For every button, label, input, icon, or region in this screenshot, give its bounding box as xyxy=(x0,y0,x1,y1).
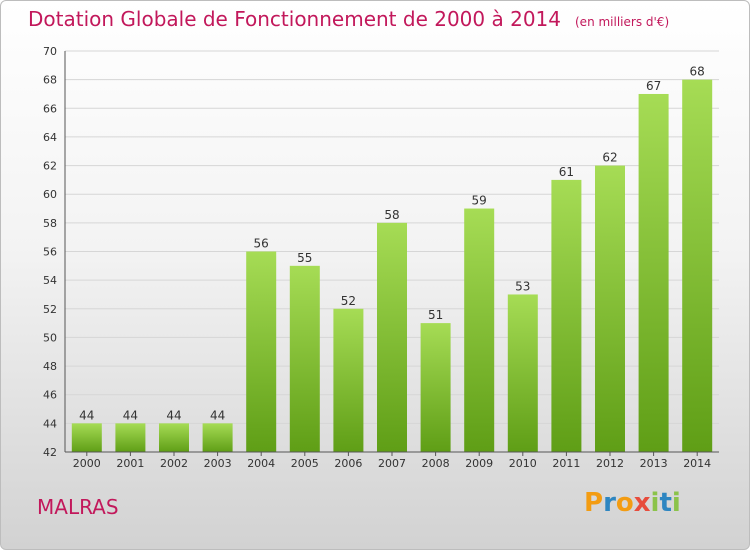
proxiti-logo: Proxiti xyxy=(584,488,681,518)
x-tick-label: 2002 xyxy=(160,457,188,470)
y-tick-label: 50 xyxy=(43,331,57,344)
bar xyxy=(682,79,713,453)
data-label: 67 xyxy=(646,79,661,93)
bar xyxy=(159,423,189,452)
logo-letter: i xyxy=(671,488,681,518)
x-tick-label: 2011 xyxy=(552,457,580,470)
y-tick-label: 44 xyxy=(43,417,57,430)
logo-letter: x xyxy=(633,488,651,518)
labels: 42 44 46 48 50 52 54 56 58 60 62 64 66 68 70 2000 44 2001… xyxy=(43,45,711,470)
data-label: 44 xyxy=(123,408,138,422)
data-label: 44 xyxy=(210,408,225,422)
bar xyxy=(71,423,102,452)
y-tick-label: 66 xyxy=(43,102,57,115)
data-label: 55 xyxy=(297,251,312,265)
bar xyxy=(333,308,364,452)
data-label: 68 xyxy=(690,65,705,79)
data-label: 51 xyxy=(428,308,443,322)
x-tick-label: 2013 xyxy=(640,457,668,470)
x-tick-label: 2006 xyxy=(334,457,362,470)
bar xyxy=(202,423,233,452)
data-label: 62 xyxy=(602,151,617,165)
x-tick-label: 2009 xyxy=(465,457,493,470)
logo-letter: t xyxy=(659,488,672,518)
data-label: 53 xyxy=(515,279,530,293)
axes xyxy=(64,51,719,456)
data-label: 59 xyxy=(472,194,487,208)
bar xyxy=(507,294,538,452)
x-tick-label: 2008 xyxy=(422,457,450,470)
logo-letter: P xyxy=(584,488,604,518)
x-tick-label: 2003 xyxy=(204,457,232,470)
logo-letter: i xyxy=(650,488,660,518)
bar xyxy=(595,165,625,453)
bar xyxy=(551,179,582,452)
bar xyxy=(289,265,320,452)
y-tick-label: 62 xyxy=(43,160,57,173)
bar xyxy=(420,323,451,452)
y-tick-label: 70 xyxy=(43,45,57,58)
chart-title-text: Dotation Globale de Fonctionnement de 20… xyxy=(28,7,561,31)
data-label: 52 xyxy=(341,294,356,308)
bar xyxy=(246,251,277,452)
x-tick-label: 2010 xyxy=(509,457,537,470)
x-tick-label: 2001 xyxy=(116,457,144,470)
x-tick-label: 2005 xyxy=(291,457,319,470)
y-tick-label: 42 xyxy=(43,446,57,459)
logo-letter: o xyxy=(615,488,634,518)
x-tick-label: 2004 xyxy=(247,457,275,470)
commune-name: MALRAS xyxy=(37,495,119,519)
y-tick-label: 52 xyxy=(43,303,57,316)
bar xyxy=(464,208,495,452)
y-tick-label: 60 xyxy=(43,188,57,201)
y-tick-label: 68 xyxy=(43,74,57,87)
bars xyxy=(71,79,713,453)
bar xyxy=(377,222,407,452)
data-label: 56 xyxy=(254,237,269,251)
x-tick-label: 2000 xyxy=(73,457,101,470)
data-label: 44 xyxy=(166,408,181,422)
data-label: 44 xyxy=(79,408,94,422)
bar xyxy=(115,423,146,452)
y-tick-label: 48 xyxy=(43,360,57,373)
data-label: 61 xyxy=(559,165,574,179)
x-tick-label: 2012 xyxy=(596,457,624,470)
logo-letter: r xyxy=(603,488,616,518)
y-tick-label: 58 xyxy=(43,217,57,230)
chart-unit: (en milliers d'€) xyxy=(575,15,670,29)
chart-title: Dotation Globale de Fonctionnement de 20… xyxy=(28,7,669,31)
y-tick-label: 46 xyxy=(43,389,57,402)
y-tick-label: 54 xyxy=(43,274,57,287)
x-tick-label: 2014 xyxy=(683,457,711,470)
x-tick-label: 2007 xyxy=(378,457,406,470)
y-tick-label: 56 xyxy=(43,246,57,259)
bar xyxy=(638,93,669,452)
data-label: 58 xyxy=(384,208,399,222)
y-tick-label: 64 xyxy=(43,131,57,144)
